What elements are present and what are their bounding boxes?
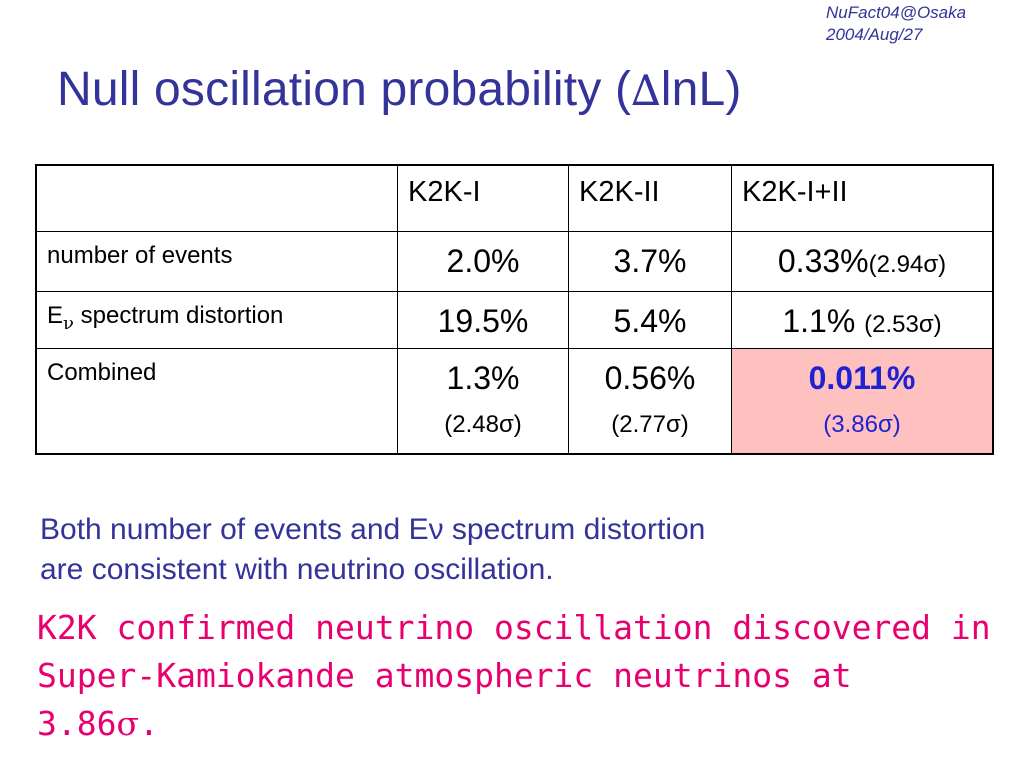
conclusion-text: K2K confirmed neutrino oscillation disco…: [37, 604, 1017, 748]
label-rest: spectrum distortion: [73, 301, 284, 329]
value: 1.3%: [446, 359, 520, 396]
table-row-spectrum: Eν spectrum distortion 19.5% 5.4% 1.1% (…: [35, 290, 994, 349]
table-row-events: number of events 2.0% 3.7% 0.33%(2.94σ): [35, 230, 994, 292]
row-label-events: number of events: [35, 230, 398, 292]
value: 19.5%: [437, 302, 529, 339]
conference-tag: NuFact04@Osaka 2004/Aug/27: [826, 2, 966, 46]
value: 2.0%: [446, 242, 520, 279]
value: 0.33%: [777, 242, 869, 279]
note-line-2: are consistent with neutrino oscillation…: [40, 553, 554, 586]
cell-combined-k2k-2: 0.56% (2.77σ): [568, 347, 732, 455]
value: 0.56%: [604, 359, 696, 396]
value: 5.4%: [613, 302, 687, 339]
table-corner-cell: [35, 164, 398, 232]
cell-events-combined: 0.33%(2.94σ): [731, 230, 994, 292]
slide-title: Null oscillation probability (∆lnL): [57, 62, 742, 117]
column-header-k2k-combined: K2K-I+II: [731, 164, 994, 232]
cell-combined-highlight: 0.011% (3.86σ): [731, 347, 994, 455]
title-prefix: Null oscillation probability (: [57, 63, 632, 116]
sigma-value: (2.53σ): [864, 310, 942, 338]
sigma-value: (2.48σ): [444, 410, 522, 438]
row-label-spectrum: Eν spectrum distortion: [35, 290, 398, 349]
cell-events-k2k-2: 3.7%: [568, 230, 732, 292]
sigma-value: (2.77σ): [611, 410, 689, 438]
conclusion-value: 3.86: [37, 704, 117, 743]
cell-events-k2k-1: 2.0%: [397, 230, 569, 292]
column-header-k2k-2: K2K-II: [568, 164, 732, 232]
sigma-value: (2.94σ): [868, 250, 947, 278]
cell-spectrum-k2k-2: 5.4%: [568, 290, 732, 349]
conclusion-line-1: K2K confirmed neutrino oscillation disco…: [37, 608, 991, 647]
value: 3.7%: [613, 242, 687, 279]
cell-spectrum-combined: 1.1% (2.53σ): [731, 290, 994, 349]
probability-table: K2K-I K2K-II K2K-I+II number of events 2…: [35, 164, 994, 455]
column-header-k2k-1: K2K-I: [397, 164, 569, 232]
conference-name: NuFact04@Osaka: [826, 3, 967, 22]
sigma-symbol: σ: [116, 704, 140, 743]
label-e: E: [47, 301, 64, 329]
nu-subscript: ν: [63, 312, 74, 334]
cell-spectrum-k2k-1: 19.5%: [397, 290, 569, 349]
table-row-combined: Combined 1.3% (2.48σ) 0.56% (2.77σ) 0.011%…: [35, 347, 994, 455]
table-header-row: K2K-I K2K-II K2K-I+II: [35, 164, 994, 232]
value: 1.1%: [782, 302, 856, 339]
delta-symbol: ∆: [631, 66, 661, 115]
consistency-note: Both number of events and Eν spectrum di…: [40, 510, 1000, 590]
conference-date: 2004/Aug/27: [826, 25, 923, 44]
conclusion-line-2: Super-Kamiokande atmospheric neutrinos a…: [37, 656, 852, 695]
row-label-combined: Combined: [35, 347, 398, 455]
conclusion-end: .: [139, 704, 159, 743]
value: 0.011%: [808, 359, 916, 396]
cell-combined-k2k-1: 1.3% (2.48σ): [397, 347, 569, 455]
title-rest: lnL): [660, 63, 742, 116]
note-line-1: Both number of events and Eν spectrum di…: [40, 513, 706, 546]
sigma-value: (3.86σ): [823, 410, 901, 438]
